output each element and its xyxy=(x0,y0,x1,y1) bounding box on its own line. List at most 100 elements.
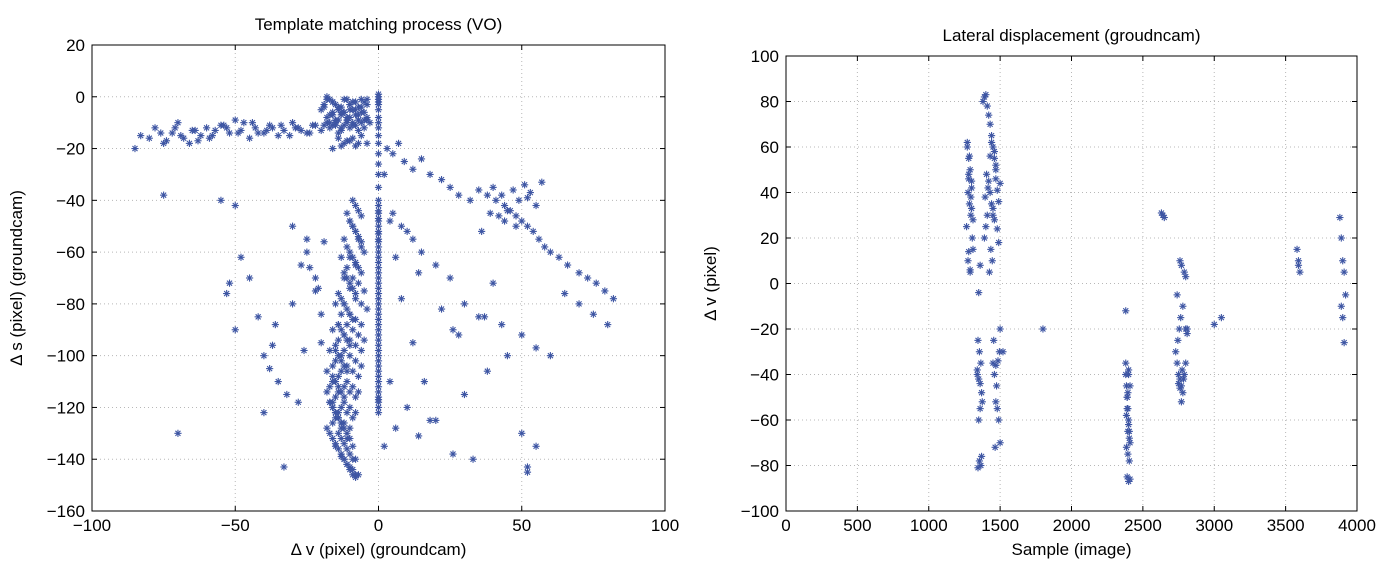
data-point xyxy=(223,124,231,132)
data-point xyxy=(334,289,342,298)
data-point xyxy=(988,257,996,265)
x-tick-label: 1500 xyxy=(981,516,1019,535)
data-point xyxy=(346,100,354,109)
data-point xyxy=(300,346,308,355)
data-point xyxy=(986,152,994,160)
data-point xyxy=(351,227,360,235)
data-point xyxy=(1178,366,1186,374)
y-axis-label: Δ v (pixel) xyxy=(701,246,720,321)
data-point xyxy=(967,184,976,192)
data-point xyxy=(1122,359,1130,367)
data-point xyxy=(251,124,259,132)
data-point xyxy=(326,383,334,391)
data-point xyxy=(357,243,365,251)
y-tick-label: −60 xyxy=(56,243,85,262)
data-point xyxy=(392,253,400,261)
data-point xyxy=(340,235,348,243)
data-point xyxy=(157,129,165,137)
data-point xyxy=(1294,261,1303,269)
data-point xyxy=(1179,302,1187,310)
data-point xyxy=(1176,384,1184,392)
data-point xyxy=(354,264,363,272)
data-point xyxy=(977,359,985,367)
data-point xyxy=(1182,359,1190,367)
data-point xyxy=(498,321,506,329)
data-point xyxy=(334,352,342,360)
data-point xyxy=(331,409,340,417)
data-point xyxy=(357,103,365,111)
y-tick-label: −20 xyxy=(56,140,85,159)
y-tick-label: −20 xyxy=(750,320,779,339)
data-point xyxy=(160,191,168,199)
data-point xyxy=(535,235,543,243)
data-point xyxy=(546,352,554,360)
data-point xyxy=(314,284,322,292)
x-tick-label: 50 xyxy=(512,516,531,535)
data-point xyxy=(394,139,403,147)
data-point xyxy=(478,227,486,235)
data-point xyxy=(354,232,363,241)
data-point xyxy=(532,201,540,210)
data-point xyxy=(225,129,234,137)
data-point xyxy=(990,147,999,156)
data-point xyxy=(346,341,354,349)
data-point xyxy=(351,258,360,267)
x-tick-label: 0 xyxy=(374,516,383,535)
data-point xyxy=(976,380,984,388)
data-point xyxy=(337,403,345,412)
data-point xyxy=(992,398,1000,406)
data-point xyxy=(223,289,231,298)
data-point xyxy=(982,91,990,99)
data-point xyxy=(989,211,997,219)
data-point xyxy=(205,134,214,142)
data-point xyxy=(234,129,242,137)
data-point xyxy=(337,295,345,303)
data-point xyxy=(993,186,1001,194)
data-point xyxy=(317,310,325,318)
data-point xyxy=(498,191,506,199)
data-point xyxy=(1337,302,1345,310)
data-point xyxy=(317,106,325,114)
data-point xyxy=(340,300,348,308)
data-point xyxy=(288,222,297,230)
data-point xyxy=(500,201,509,210)
data-point xyxy=(446,183,454,191)
data-point xyxy=(584,274,592,282)
data-point xyxy=(349,134,357,142)
data-point xyxy=(417,248,426,256)
data-point xyxy=(992,166,1000,174)
data-point xyxy=(987,245,995,253)
data-point xyxy=(334,134,342,142)
data-point xyxy=(374,106,383,114)
y-tick-label: −60 xyxy=(750,411,779,430)
data-point xyxy=(245,274,254,282)
data-point xyxy=(374,326,383,334)
data-point xyxy=(349,383,357,391)
data-point xyxy=(968,234,976,242)
data-point xyxy=(392,424,400,432)
data-point xyxy=(351,201,360,210)
data-point xyxy=(351,295,360,303)
data-point xyxy=(337,124,345,132)
data-point xyxy=(992,382,1001,390)
data-point xyxy=(334,383,342,391)
data-point xyxy=(1341,291,1350,299)
data-point xyxy=(993,405,1001,413)
data-point xyxy=(217,196,225,204)
data-point xyxy=(354,207,363,215)
data-point xyxy=(374,170,383,179)
data-point xyxy=(483,367,491,375)
data-point xyxy=(521,181,529,189)
y-tick-label: −80 xyxy=(750,457,779,476)
data-point xyxy=(546,248,554,256)
data-point xyxy=(415,269,423,277)
data-point xyxy=(245,134,254,142)
y-tick-label: 0 xyxy=(770,275,779,294)
data-point xyxy=(340,95,348,103)
data-point xyxy=(340,331,348,339)
x-tick-label: 2500 xyxy=(1124,516,1162,535)
data-point xyxy=(168,129,176,137)
x-tick-label: −50 xyxy=(221,516,250,535)
data-point xyxy=(357,300,365,308)
data-point xyxy=(489,279,497,287)
